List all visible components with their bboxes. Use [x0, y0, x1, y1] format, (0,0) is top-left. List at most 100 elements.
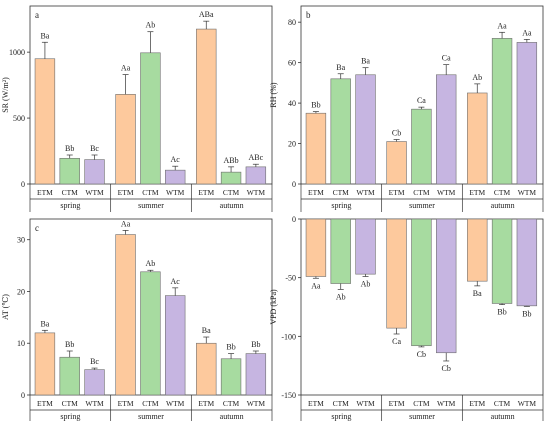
x-tick-label: CTM	[223, 188, 240, 197]
significance-label: Bb	[65, 340, 74, 349]
bar	[34, 58, 56, 185]
bar	[220, 171, 242, 185]
significance-label: Ba	[361, 57, 370, 66]
bar	[84, 159, 105, 185]
significance-label: Aa	[311, 281, 321, 290]
y-tick-label: 0	[21, 391, 25, 400]
bar	[140, 271, 161, 396]
significance-label: Cb	[417, 350, 426, 359]
x-tick-label: CTM	[494, 188, 511, 197]
group-label: summer	[138, 412, 164, 421]
x-tick-label: WTM	[85, 399, 104, 408]
group-label: autumn	[491, 201, 515, 210]
group-label: autumn	[491, 412, 515, 421]
bar	[386, 141, 407, 185]
panel-label: b	[306, 10, 311, 20]
x-tick-label: ETM	[469, 188, 485, 197]
significance-label: Ba	[336, 63, 345, 72]
bar	[196, 28, 217, 185]
x-tick-label: ETM	[198, 399, 214, 408]
bar	[59, 157, 80, 185]
bar	[355, 218, 376, 275]
significance-label: ABc	[249, 153, 264, 162]
x-tick-label: CTM	[142, 399, 159, 408]
x-tick-label: WTM	[437, 188, 456, 197]
significance-label: Ab	[146, 259, 156, 268]
group-label: summer	[409, 201, 435, 210]
x-tick-label: ETM	[308, 188, 324, 197]
bar	[516, 218, 538, 307]
bar	[355, 74, 376, 185]
significance-label: Cb	[392, 129, 401, 138]
significance-label: Bc	[90, 144, 99, 153]
significance-label: Cb	[442, 364, 451, 373]
significance-label: Aa	[121, 64, 131, 73]
group-label: spring	[331, 412, 351, 421]
panel-sr: a 0 500 1000 SR (W/m²) spring summer autumn Ba ET…	[1, 5, 273, 212]
y-tick-label: 0	[292, 215, 296, 224]
y-tick-label: 40	[288, 99, 296, 108]
group-label: spring	[60, 201, 80, 210]
significance-label: Bb	[65, 144, 74, 153]
bar	[330, 78, 351, 185]
significance-label: Bb	[497, 308, 506, 317]
significance-label: Ba	[40, 319, 49, 328]
x-tick-label: WTM	[85, 188, 104, 197]
significance-label: ABa	[199, 10, 214, 19]
bar	[165, 295, 186, 396]
x-tick-label: ETM	[198, 188, 214, 197]
x-tick-label: CTM	[223, 399, 240, 408]
y-tick-label: 500	[13, 114, 25, 123]
y-tick-label: 0	[21, 180, 25, 189]
y-tick-label: -50	[285, 274, 296, 283]
x-tick-label: WTM	[166, 188, 185, 197]
significance-label: Ab	[361, 279, 371, 288]
x-tick-label: CTM	[62, 188, 79, 197]
x-tick-label: WTM	[247, 399, 266, 408]
significance-label: Ab	[146, 21, 156, 30]
x-tick-label: ETM	[37, 188, 53, 197]
bar	[245, 353, 267, 396]
x-tick-label: CTM	[333, 399, 350, 408]
bar	[467, 92, 488, 185]
significance-label: Aa	[522, 28, 532, 37]
x-tick-label: WTM	[247, 188, 266, 197]
significance-label: Ca	[417, 96, 426, 105]
bar	[59, 356, 80, 396]
bar	[491, 218, 513, 304]
group-label: summer	[409, 412, 435, 421]
x-tick-label: CTM	[333, 188, 350, 197]
x-tick-label: ETM	[118, 188, 134, 197]
bar	[516, 42, 538, 185]
group-label: summer	[138, 201, 164, 210]
bar	[305, 112, 327, 185]
significance-label: Ab	[472, 73, 482, 82]
group-label: spring	[60, 412, 80, 421]
bar	[305, 218, 327, 277]
x-tick-label: ETM	[308, 399, 324, 408]
x-tick-label: CTM	[494, 399, 511, 408]
significance-label: Aa	[121, 219, 131, 228]
significance-label: Bb	[226, 343, 235, 352]
x-tick-label: WTM	[518, 399, 537, 408]
bar	[436, 74, 457, 185]
x-tick-label: CTM	[62, 399, 79, 408]
bar	[411, 108, 432, 185]
x-tick-label: CTM	[413, 399, 430, 408]
group-label: autumn	[220, 412, 244, 421]
bar	[330, 218, 351, 284]
bar	[220, 358, 242, 396]
x-tick-label: ETM	[118, 399, 134, 408]
y-tick-label: 20	[288, 140, 296, 149]
significance-label: Bb	[251, 340, 260, 349]
y-axis-label: SR (W/m²)	[1, 77, 10, 113]
group-label: autumn	[220, 201, 244, 210]
y-tick-label: -150	[281, 391, 296, 400]
significance-label: Ac	[171, 155, 181, 164]
y-axis-label: RH (%)	[269, 82, 278, 107]
significance-label: Bb	[311, 101, 320, 110]
bar	[491, 38, 513, 185]
bar	[386, 218, 407, 329]
